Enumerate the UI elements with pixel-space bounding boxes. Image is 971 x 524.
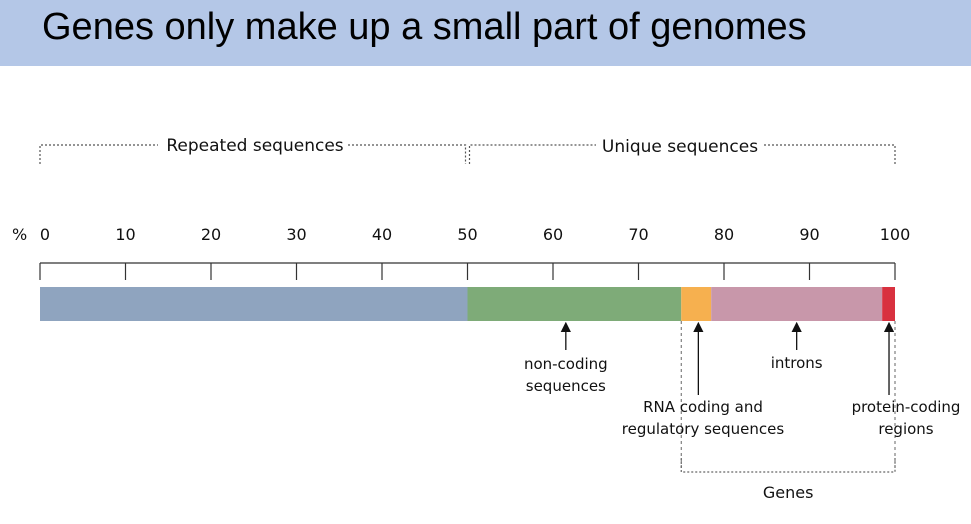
unique-bracket-right: [764, 144, 896, 164]
genes-bracket: Genes: [680, 458, 896, 502]
tick-label-100: 100: [880, 225, 911, 244]
repeated-bracket-left: [39, 144, 158, 164]
unique-bracket-left: [468, 144, 596, 164]
genes-label: Genes: [763, 483, 814, 502]
unique-bracket: Unique sequences: [468, 137, 896, 164]
tick-label-20: 20: [201, 225, 221, 244]
tick-label-90: 90: [799, 225, 819, 244]
rna-annotation: RNA coding and regulatory sequences: [622, 321, 785, 438]
tick-label-80: 80: [714, 225, 734, 244]
tick-label-40: 40: [372, 225, 392, 244]
noncoding-label-line1: non-coding: [524, 355, 608, 373]
tick-label-30: 30: [286, 225, 306, 244]
repeated-sequences-label: Repeated sequences: [166, 136, 343, 156]
introns-annotation: introns: [771, 321, 823, 372]
percent-axis: 0 10 20 30 40 50 60 70 80 90 100: [39, 225, 911, 280]
tick-label-0: 0: [40, 225, 50, 244]
rna-label-line1: RNA coding and: [643, 398, 763, 416]
repeated-bracket: Repeated sequences: [39, 136, 467, 164]
repeated-bracket-right: [348, 144, 467, 164]
percent-unit-label: %: [12, 225, 27, 244]
genes-bracket-line: [680, 458, 896, 473]
slide-title: Genes only make up a small part of genom…: [42, 6, 807, 48]
segment-introns: [711, 287, 883, 321]
protein-annotation: protein-coding regions: [852, 321, 961, 438]
unique-sequences-label: Unique sequences: [602, 137, 758, 157]
tick-label-50: 50: [457, 225, 477, 244]
noncoding-annotation: non-coding sequences: [524, 321, 608, 395]
rna-label-line2: regulatory sequences: [622, 420, 785, 438]
protein-label-line1: protein-coding: [852, 398, 961, 416]
tick-label-70: 70: [628, 225, 648, 244]
segment-repeated-sequences: [40, 287, 468, 321]
segment-rna-coding-regulatory: [681, 287, 712, 321]
segment-non-coding-sequences: [467, 287, 682, 321]
protein-label-line2: regions: [878, 420, 933, 438]
noncoding-label-line2: sequences: [526, 377, 606, 395]
segment-protein-coding: [882, 287, 895, 321]
title-bar: Genes only make up a small part of genom…: [0, 0, 971, 66]
tick-label-10: 10: [115, 225, 135, 244]
genome-bar: [40, 287, 895, 321]
tick-label-60: 60: [543, 225, 563, 244]
introns-label: introns: [771, 354, 823, 372]
